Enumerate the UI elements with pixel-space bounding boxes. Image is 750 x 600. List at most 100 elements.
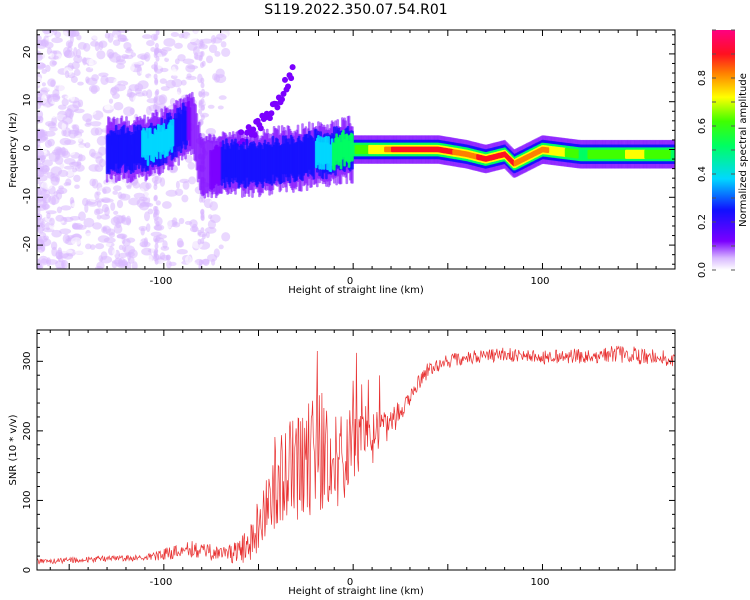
noise-blob bbox=[82, 197, 89, 207]
noise-blob bbox=[73, 174, 81, 183]
noise-blob bbox=[85, 118, 92, 126]
noise-blob bbox=[113, 78, 118, 87]
noise-blob bbox=[181, 194, 189, 203]
snr-xtick-label: 100 bbox=[530, 577, 549, 588]
noise-blob bbox=[98, 172, 105, 179]
noise-blob bbox=[113, 102, 124, 111]
noise-blob bbox=[200, 208, 205, 215]
noise-blob bbox=[65, 210, 72, 215]
noise-blob bbox=[210, 35, 217, 44]
noise-blob bbox=[98, 72, 109, 77]
noise-blob bbox=[123, 245, 135, 255]
snr-series-line bbox=[37, 345, 675, 565]
noise-blob bbox=[63, 158, 76, 165]
noise-blob bbox=[90, 121, 102, 127]
noise-blob bbox=[182, 180, 190, 190]
noise-blob bbox=[205, 128, 216, 136]
noise-blob bbox=[90, 40, 99, 47]
noise-blob bbox=[117, 191, 123, 199]
noise-blob bbox=[122, 238, 131, 247]
noise-blob bbox=[144, 211, 150, 222]
noise-blob bbox=[140, 70, 149, 75]
snr-ylabel: SNR (10 * v/v) bbox=[8, 414, 19, 485]
noise-blob bbox=[155, 30, 160, 36]
noise-blob bbox=[72, 124, 80, 132]
noise-blob bbox=[154, 258, 159, 265]
noise-blob bbox=[174, 42, 183, 49]
noise-blob bbox=[220, 41, 227, 48]
noise-blob bbox=[96, 135, 107, 146]
noise-blob bbox=[144, 202, 154, 207]
noise-blob bbox=[101, 186, 112, 194]
noise-blob bbox=[200, 65, 205, 76]
noise-blob bbox=[184, 220, 193, 225]
noise-blob bbox=[100, 255, 113, 264]
noise-blob bbox=[54, 74, 60, 80]
noise-blob bbox=[37, 62, 46, 70]
snr-xlabel: Height of straight line (km) bbox=[288, 586, 424, 597]
noise-blob bbox=[112, 190, 118, 195]
noise-blob bbox=[211, 258, 216, 266]
noise-blob bbox=[41, 69, 47, 74]
noise-blob bbox=[201, 92, 206, 99]
noise-blob bbox=[96, 50, 106, 60]
noise-blob bbox=[50, 176, 59, 182]
noise-blob bbox=[37, 170, 45, 178]
noise-blob bbox=[100, 214, 111, 220]
ridge-blob bbox=[274, 104, 281, 111]
noise-blob bbox=[112, 249, 117, 256]
noise-blob bbox=[133, 95, 140, 103]
noise-blob bbox=[188, 176, 197, 185]
noise-blob bbox=[153, 34, 158, 41]
noise-blob bbox=[198, 196, 203, 203]
chart-title: S119.2022.350.07.54.R01 bbox=[264, 2, 448, 18]
noise-blob bbox=[45, 64, 51, 72]
noise-blob bbox=[84, 232, 94, 239]
noise-blob bbox=[131, 261, 138, 269]
colorbar-tick-label: 0.4 bbox=[697, 166, 708, 182]
noise-blob bbox=[108, 98, 114, 104]
noise-blob bbox=[67, 41, 72, 49]
noise-blob bbox=[41, 82, 47, 87]
noise-blob bbox=[51, 229, 62, 238]
noise-blob bbox=[200, 98, 205, 105]
noise-blob bbox=[62, 115, 73, 125]
noise-blob bbox=[101, 225, 112, 234]
noise-blob bbox=[128, 62, 135, 72]
noise-blob bbox=[91, 178, 99, 189]
noise-blob bbox=[131, 60, 143, 66]
noise-blob bbox=[172, 217, 178, 225]
noise-blob bbox=[162, 240, 168, 249]
noise-blob bbox=[37, 130, 45, 137]
noise-blob bbox=[45, 210, 57, 215]
noise-blob bbox=[205, 231, 210, 239]
noise-blob bbox=[165, 54, 175, 60]
ridge-blob bbox=[279, 96, 285, 103]
noise-blob bbox=[153, 103, 157, 110]
noise-blob bbox=[64, 70, 70, 79]
noise-blob bbox=[200, 114, 205, 121]
noise-blob bbox=[221, 47, 231, 57]
noise-blob bbox=[86, 58, 97, 65]
noise-blob bbox=[65, 178, 72, 187]
noise-blob bbox=[113, 210, 119, 215]
noise-blob bbox=[166, 260, 172, 269]
noise-blob bbox=[144, 253, 153, 264]
noise-blob bbox=[138, 225, 148, 232]
noise-blob bbox=[155, 200, 161, 206]
noise-blob bbox=[198, 102, 203, 109]
noise-blob bbox=[96, 261, 105, 269]
noise-blob bbox=[127, 256, 135, 264]
noise-blob bbox=[154, 42, 159, 49]
noise-blob bbox=[52, 149, 64, 156]
snr-ticks bbox=[37, 330, 676, 571]
noise-blob bbox=[78, 211, 86, 221]
noise-blob bbox=[55, 251, 63, 260]
noise-blob bbox=[213, 74, 221, 83]
noise-blob bbox=[187, 65, 199, 70]
noise-blob bbox=[94, 208, 101, 216]
noise-blob bbox=[52, 89, 60, 97]
noise-blob bbox=[159, 78, 167, 84]
colorbar-tick-label: 0.2 bbox=[697, 214, 708, 230]
noise-blob bbox=[193, 209, 198, 219]
